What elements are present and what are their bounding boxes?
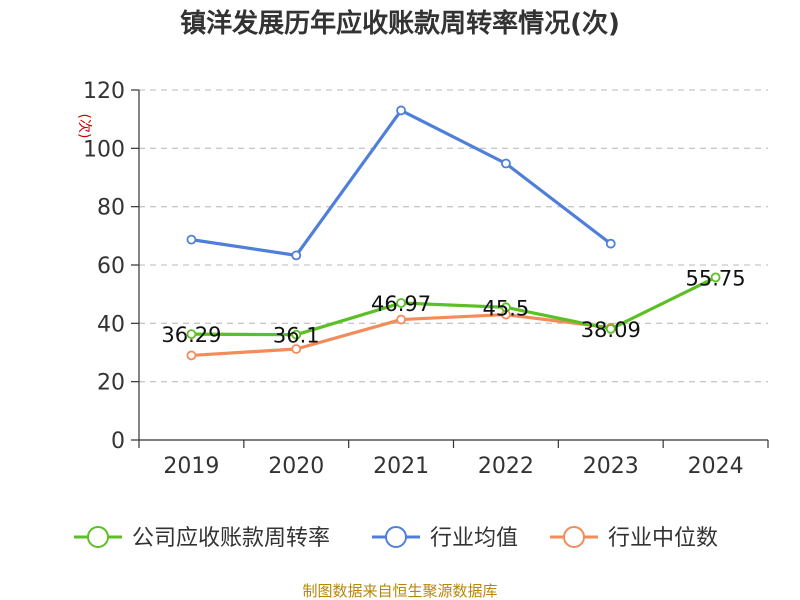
series-line-1 bbox=[191, 108, 612, 257]
series-lines bbox=[186, 105, 721, 361]
data-point-1[interactable] bbox=[186, 234, 197, 245]
source-note: 制图数据来自恒生聚源数据库 bbox=[302, 582, 497, 600]
x-tick-label: 2024 bbox=[688, 454, 744, 479]
x-tick-label: 2020 bbox=[268, 454, 324, 479]
data-point-0[interactable] bbox=[501, 302, 511, 313]
legend[interactable]: 公司应收账款周转率 行业均值 行业中位数 bbox=[74, 526, 718, 551]
data-point-0[interactable] bbox=[605, 324, 616, 334]
data-label: 38.09 bbox=[581, 318, 641, 342]
data-point-2[interactable] bbox=[396, 314, 406, 325]
legend-label: 公司应收账款周转率 bbox=[132, 526, 330, 551]
y-tick-label: 120 bbox=[83, 79, 125, 104]
data-label: 36.1 bbox=[273, 324, 320, 348]
legend-marker bbox=[563, 526, 585, 548]
data-point-0[interactable] bbox=[186, 329, 197, 340]
data-label: 36.29 bbox=[161, 323, 221, 347]
data-point-0[interactable] bbox=[710, 272, 721, 283]
legend-item-1[interactable]: 行业均值 bbox=[372, 526, 518, 551]
y-tick-label: 0 bbox=[111, 429, 125, 454]
y-tick-label: 100 bbox=[83, 137, 125, 162]
y-tick-label: 40 bbox=[97, 312, 125, 337]
data-point-0[interactable] bbox=[291, 329, 302, 340]
chart-title: 镇洋发展历年应收账款周转率情况(次) bbox=[180, 8, 620, 39]
x-tick-label: 2021 bbox=[373, 454, 429, 479]
data-point-1[interactable] bbox=[291, 250, 302, 261]
legend-marker bbox=[385, 526, 407, 548]
y-tick-label: 20 bbox=[97, 371, 125, 396]
legend-item-2[interactable]: 行业中位数 bbox=[550, 526, 718, 551]
y-tick-label: 80 bbox=[97, 196, 125, 221]
data-point-1[interactable] bbox=[605, 238, 616, 249]
data-label: 55.75 bbox=[686, 266, 746, 290]
data-labels: 36.29 36.1 46.97 45.5 38.09 55.75 bbox=[161, 266, 745, 347]
legend-label: 行业中位数 bbox=[608, 526, 718, 551]
legend-label: 行业均值 bbox=[430, 526, 518, 551]
data-point-1[interactable] bbox=[501, 158, 511, 169]
data-label: 46.97 bbox=[371, 292, 431, 316]
series-line-0 bbox=[191, 275, 717, 337]
data-point-2[interactable] bbox=[291, 344, 302, 354]
legend-item-0[interactable]: 公司应收账款周转率 bbox=[74, 526, 330, 551]
grid-lines bbox=[139, 89, 768, 383]
x-tick-label: 2023 bbox=[583, 454, 639, 479]
data-point-0[interactable] bbox=[396, 298, 406, 308]
data-label: 45.5 bbox=[483, 296, 530, 320]
data-point-2[interactable] bbox=[186, 350, 197, 361]
y-tick-label: 60 bbox=[97, 254, 125, 279]
axes: 0 20 40 60 80 100 120 2019 2020 2021 2022 2023 2024 bbox=[83, 79, 769, 479]
x-tick-label: 2019 bbox=[163, 454, 219, 479]
y-axis-unit: (次) bbox=[76, 114, 92, 139]
x-tick-label: 2022 bbox=[478, 454, 534, 479]
data-point-1[interactable] bbox=[396, 105, 406, 116]
legend-marker bbox=[87, 526, 109, 548]
